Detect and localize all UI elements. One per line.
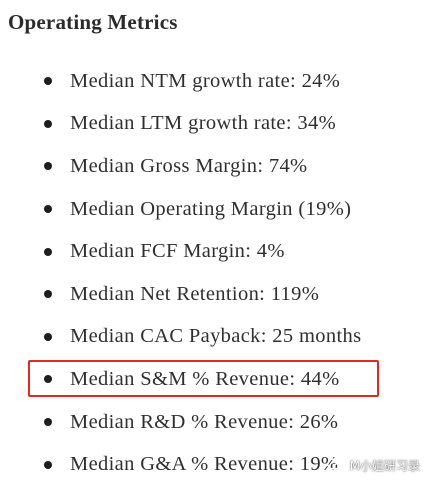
metric-text: Median G&A % Revenue: 19% (70, 453, 339, 476)
bullet-icon (44, 77, 52, 86)
list-item: Median NTM growth rate: 24% (0, 60, 432, 103)
watermark-text: M小姐研习录 (349, 459, 420, 473)
metric-text: Median NTM growth rate: 24% (70, 69, 341, 92)
metric-text: Median R&D % Revenue: 26% (70, 410, 339, 433)
bullet-icon (44, 247, 52, 256)
metric-text: Median Net Retention: 119% (70, 282, 320, 305)
bullet-icon (44, 418, 52, 427)
bullet-icon (44, 119, 52, 128)
bullet-icon (44, 332, 52, 341)
list-item: Median Operating Margin (19%) (0, 188, 432, 231)
metric-text: Median S&M % Revenue: 44% (70, 367, 340, 390)
metric-text: Median LTM growth rate: 34% (70, 112, 337, 135)
bullet-icon (44, 460, 52, 469)
list-item: Median Gross Margin: 74% (0, 145, 432, 188)
list-item: Median LTM growth rate: 34% (0, 103, 432, 146)
highlight-box (28, 360, 379, 397)
list-item: Median Net Retention: 119% (0, 273, 432, 316)
wechat-icon (326, 458, 345, 473)
metric-text: Median Gross Margin: 74% (70, 154, 308, 177)
bullet-icon (44, 290, 52, 299)
metric-text: Median FCF Margin: 4% (70, 240, 285, 263)
list-item-highlighted: Median S&M % Revenue: 44% (0, 358, 432, 401)
bullet-icon (44, 375, 52, 384)
bullet-icon (44, 205, 52, 214)
bullet-icon (44, 162, 52, 171)
metrics-list: Median NTM growth rate: 24% Median LTM g… (0, 60, 432, 486)
metric-text: Median CAC Payback: 25 months (70, 325, 362, 348)
list-item: Median FCF Margin: 4% (0, 230, 432, 273)
list-item: Median R&D % Revenue: 26% (0, 401, 432, 444)
watermark: M小姐研习录 (326, 457, 420, 474)
list-item: Median CAC Payback: 25 months (0, 316, 432, 359)
section-heading: Operating Metrics (8, 10, 178, 34)
metric-text: Median Operating Margin (19%) (70, 197, 352, 220)
list-item: Median G&A % Revenue: 19% (0, 443, 432, 486)
